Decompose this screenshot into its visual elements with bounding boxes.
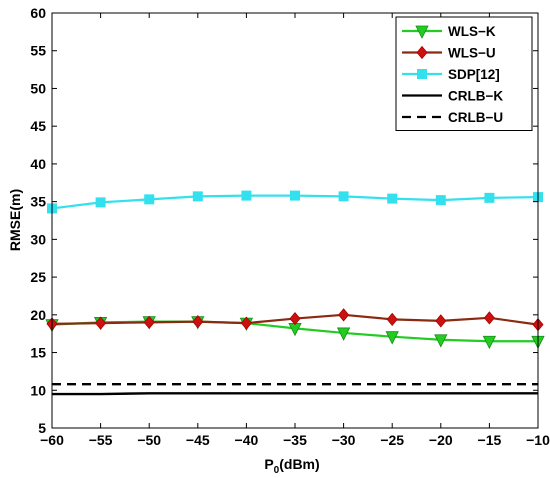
series-2-point-7: [387, 193, 398, 204]
series-1-point-2: [143, 315, 155, 329]
y-tick-label-3: 20: [30, 307, 46, 323]
x-tick-label-2: −50: [137, 432, 161, 448]
y-axis-label: RMSE(m): [7, 189, 23, 251]
series-2-point-3: [192, 191, 203, 202]
legend-label-1: WLS−U: [448, 46, 496, 61]
legend-label-4: CRLB−U: [448, 110, 503, 125]
y-tick-label-2: 15: [30, 345, 46, 361]
series-2-point-9: [484, 192, 495, 203]
legend-swatch-marker-2: [417, 69, 427, 79]
series-1-point-5: [289, 311, 301, 326]
y-tick-label-8: 45: [30, 118, 46, 134]
legend-label-2: SDP[12]: [448, 67, 500, 82]
series-0-point-8: [434, 334, 448, 348]
series-1-point-6: [338, 308, 350, 322]
series-2-point-1: [95, 197, 106, 208]
y-tick-label-6: 35: [30, 194, 46, 210]
series-0-point-9: [482, 335, 497, 350]
x-axis-label-main: P: [264, 456, 273, 472]
series-2-point-5: [290, 190, 300, 201]
legend-label-0: WLS−K: [448, 24, 496, 39]
series-1-point-1: [95, 316, 107, 330]
legend-label-3: CRLB−K: [448, 89, 503, 104]
x-tick-label-1: −55: [89, 432, 113, 448]
x-tick-label-5: −35: [283, 432, 307, 448]
legend-swatch-marker-1: [416, 45, 428, 60]
x-tick-label-9: −15: [478, 432, 502, 448]
x-axis-label-subscript: 0: [274, 465, 280, 476]
y-tick-label-11: 60: [30, 5, 46, 21]
series-0-point-7: [385, 331, 399, 345]
series-1-point-3: [192, 314, 204, 329]
series-1-point-7: [386, 312, 398, 326]
series-line-3: [52, 392, 538, 396]
plot-area: [45, 190, 545, 396]
x-tick-label-6: −30: [332, 432, 356, 448]
series-2-point-8: [435, 195, 446, 206]
series-1-point-4: [240, 316, 252, 330]
y-tick-label-10: 55: [30, 43, 46, 59]
x-tick-label-10: −10: [526, 432, 550, 448]
axis-ticks: −60 −55 −50 −45 −40 −35 −30 −25 −20 −15 −10 5 10 15 20…: [30, 5, 550, 448]
series-0-point-6: [336, 327, 351, 341]
y-tick-label-4: 25: [30, 269, 46, 285]
y-tick-label-7: 40: [30, 156, 46, 172]
y-tick-label-0: 5: [38, 420, 46, 436]
y-tick-label-5: 30: [30, 231, 46, 247]
x-axis-label-unit: (dBm): [279, 456, 319, 472]
x-tick-label-8: −20: [429, 432, 453, 448]
x-axis-label: P0(dBm): [264, 456, 319, 476]
series-2-point-4: [241, 190, 252, 201]
series-2-point-6: [338, 191, 349, 202]
series-1-point-9: [483, 311, 495, 325]
y-tick-label-1: 10: [30, 382, 46, 398]
y-tick-label-9: 50: [30, 80, 46, 96]
x-tick-label-0: −60: [40, 432, 64, 448]
series-2-point-2: [144, 194, 155, 205]
legend: WLS−K WLS−U SDP[12] CRLB−K CRLB−U: [395, 16, 533, 131]
x-tick-label-4: −40: [235, 432, 259, 448]
x-tick-label-3: −45: [186, 432, 210, 448]
x-tick-label-7: −25: [380, 432, 404, 448]
legend-swatch-marker-0: [415, 25, 429, 39]
series-1-point-8: [435, 314, 447, 328]
